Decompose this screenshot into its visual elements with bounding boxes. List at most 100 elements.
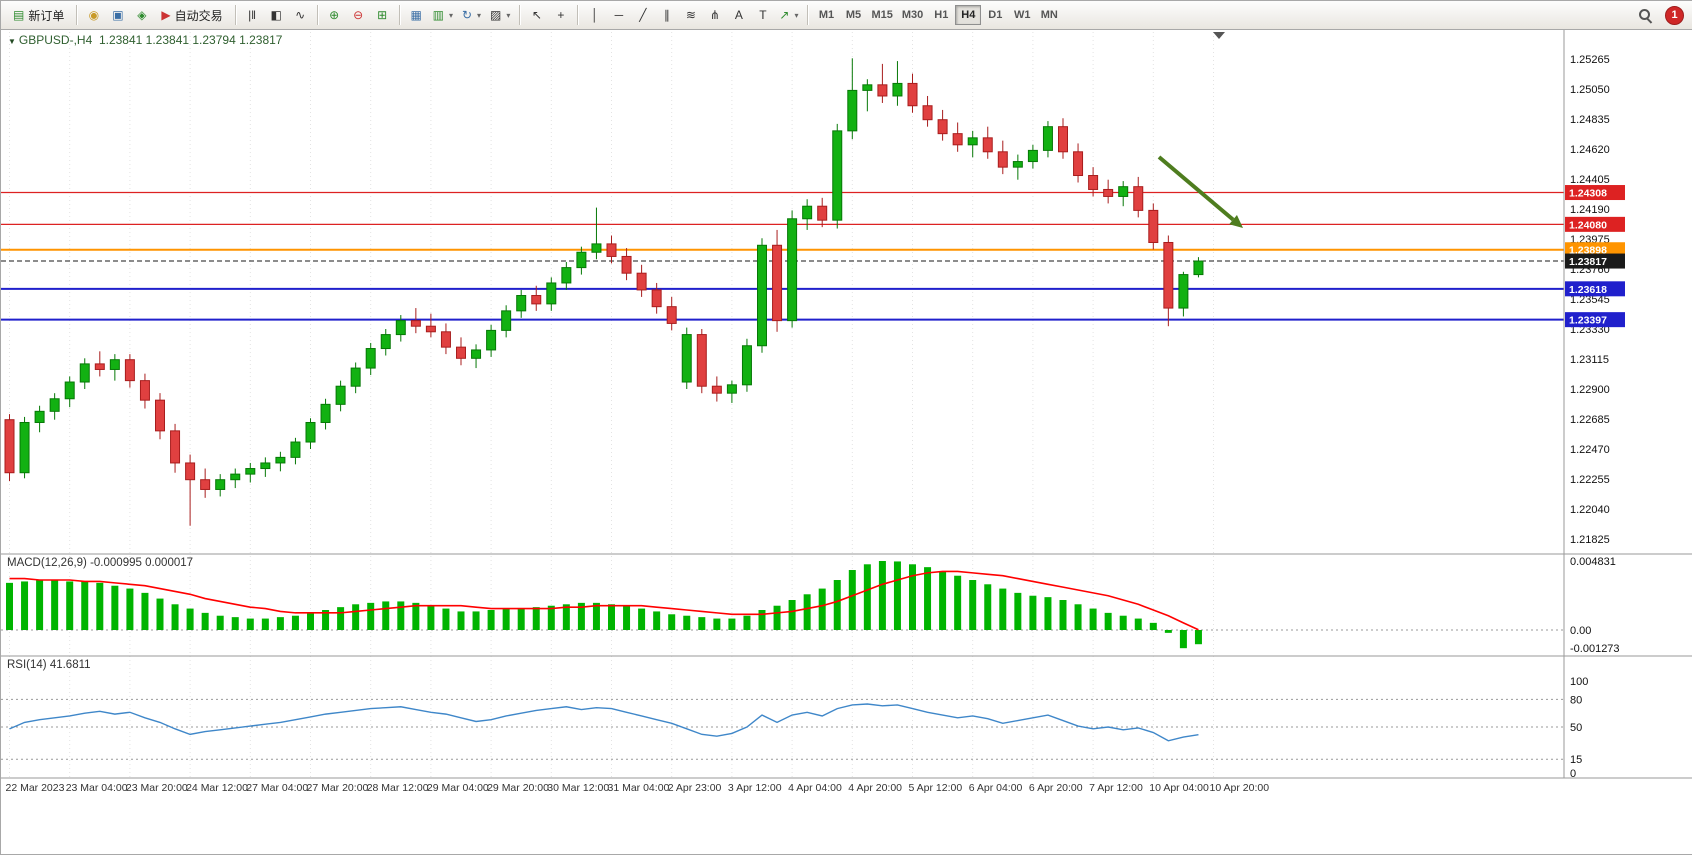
- pitchfork-button[interactable]: ⋔: [703, 4, 726, 26]
- tile-windows-button[interactable]: ⊞: [371, 4, 394, 26]
- candle-body: [1133, 186, 1144, 211]
- candle-body: [49, 398, 60, 412]
- candle-body: [651, 289, 662, 308]
- tile-windows-icon: ⊞: [377, 8, 388, 22]
- timeframe-w1-button[interactable]: W1: [1009, 5, 1035, 25]
- candle-body: [410, 320, 421, 327]
- chevron-down-icon: ▾: [448, 10, 453, 20]
- macd-histogram-bar: [954, 575, 962, 630]
- macd-histogram-bar: [1059, 600, 1067, 630]
- candle-body: [275, 456, 286, 464]
- timeframe-m5-button[interactable]: M5: [840, 5, 866, 25]
- toolbar-right-group: 1: [1634, 4, 1688, 26]
- candle-body: [215, 479, 226, 490]
- svg-text:1.24080: 1.24080: [1569, 219, 1607, 231]
- price-badges[interactable]: 1.243081.240801.238981.236181.233971.238…: [1565, 185, 1625, 328]
- time-label: 30 Mar 12:00: [547, 782, 609, 794]
- time-label: 23 Mar 04:00: [66, 782, 128, 794]
- fibonacci-button[interactable]: ≋: [679, 4, 702, 26]
- candle-body: [757, 244, 767, 347]
- horizontal-line-button[interactable]: ─: [607, 4, 630, 26]
- rsi-panel: 100 80 50 15 0: [1, 676, 1588, 780]
- template-button[interactable]: ▨ ▾: [486, 4, 514, 26]
- period-button[interactable]: ↻ ▾: [458, 4, 485, 26]
- candlestick-chart-button[interactable]: ◧: [265, 4, 288, 26]
- time-label: 29 Mar 20:00: [487, 782, 549, 794]
- candle-body: [365, 348, 376, 369]
- vertical-line-button[interactable]: │: [583, 4, 606, 26]
- price-badge: [1565, 216, 1625, 232]
- macd-histogram-bar: [1134, 618, 1142, 630]
- chart-shift-icon[interactable]: [1213, 32, 1225, 39]
- market-watch-icon: ◉: [88, 8, 100, 22]
- macd-histogram-bar: [848, 570, 856, 630]
- bar-chart-button[interactable]: |‖: [241, 4, 264, 26]
- macd-histogram-bar: [1029, 595, 1037, 630]
- crosshair-button[interactable]: +: [549, 4, 572, 26]
- candle-body: [124, 359, 135, 382]
- macd-histogram-bar: [728, 618, 736, 630]
- candle-body: [245, 468, 256, 475]
- navigator-icon: ◈: [137, 8, 147, 22]
- zoom-out-button[interactable]: ⊖: [347, 4, 370, 26]
- data-window-button[interactable]: ▣: [106, 4, 129, 26]
- timeframe-m30-button[interactable]: M30: [898, 5, 927, 25]
- candle-body: [621, 255, 632, 274]
- cascade-windows-button[interactable]: ▦: [405, 4, 428, 26]
- trendline-button[interactable]: ╱: [631, 4, 654, 26]
- search-button[interactable]: [1634, 4, 1657, 26]
- rsi-scale-label: 100: [1570, 676, 1588, 688]
- timeframe-h1-button[interactable]: H1: [928, 5, 954, 25]
- navigator-button[interactable]: ◈: [130, 4, 153, 26]
- new-order-button[interactable]: ▤ 新订单: [6, 4, 71, 26]
- channel-button[interactable]: ∥: [655, 4, 678, 26]
- candle-body: [741, 345, 752, 386]
- notification-badge[interactable]: 1: [1665, 5, 1684, 25]
- timeframe-d1-button[interactable]: D1: [982, 5, 1008, 25]
- zoom-in-button[interactable]: ⊕: [323, 4, 346, 26]
- candle-body: [1042, 126, 1053, 151]
- candle-body: [456, 346, 466, 359]
- auto-trading-label: 自动交易: [174, 8, 223, 23]
- macd-histogram-bar: [51, 580, 59, 630]
- macd-histogram-bar: [1074, 604, 1082, 630]
- timeframe-h4-button[interactable]: H4: [955, 5, 982, 25]
- market-watch-button[interactable]: ◉: [82, 4, 105, 26]
- candle-body: [1058, 126, 1068, 153]
- arrows-tool-icon: ↗: [779, 8, 790, 22]
- new-chart-button[interactable]: ▥ ▾: [429, 4, 457, 26]
- period-icon: ↻: [461, 8, 473, 22]
- candlestick-chart-icon: ◧: [270, 8, 282, 22]
- price-axis[interactable]: 1.25265 1.25050 1.24835 1.24620 1.24405 1.241…: [1570, 54, 1610, 546]
- auto-trading-button[interactable]: ▶ 自动交易: [154, 4, 229, 26]
- candle-body: [305, 421, 316, 443]
- macd-histogram-bar: [818, 588, 826, 630]
- text-button[interactable]: A: [727, 4, 750, 26]
- arrows-tool-button[interactable]: ↗ ▾: [775, 4, 802, 26]
- timeframe-m15-button[interactable]: M15: [867, 5, 896, 25]
- candle-body: [666, 306, 677, 324]
- cursor-button[interactable]: ↖: [525, 4, 548, 26]
- arrow-annotation[interactable]: [1157, 155, 1243, 228]
- time-label: 27 Mar 04:00: [246, 782, 308, 794]
- candle-body: [139, 380, 150, 401]
- price-tick-label: 1.25050: [1570, 84, 1610, 96]
- line-chart-button[interactable]: ∿: [289, 4, 312, 26]
- price-tick-label: 1.24405: [1570, 174, 1610, 186]
- macd-histogram-bar: [1089, 608, 1097, 630]
- candle-body: [952, 133, 963, 146]
- macd-histogram-bar: [96, 582, 104, 630]
- toolbar-separator: [398, 5, 400, 25]
- macd-histogram-bar: [547, 605, 555, 630]
- timeframe-mn-button[interactable]: MN: [1036, 5, 1062, 25]
- zoom-in-icon: ⊕: [329, 8, 340, 22]
- macd-histogram-bar: [246, 618, 254, 630]
- candle-body: [1148, 209, 1159, 243]
- price-tick-label: 1.24835: [1570, 114, 1610, 126]
- text-label-button[interactable]: T: [751, 4, 774, 26]
- candle-body: [471, 349, 482, 359]
- price-tick-label: 1.25265: [1570, 54, 1610, 66]
- timeframe-m1-button[interactable]: M1: [813, 5, 839, 25]
